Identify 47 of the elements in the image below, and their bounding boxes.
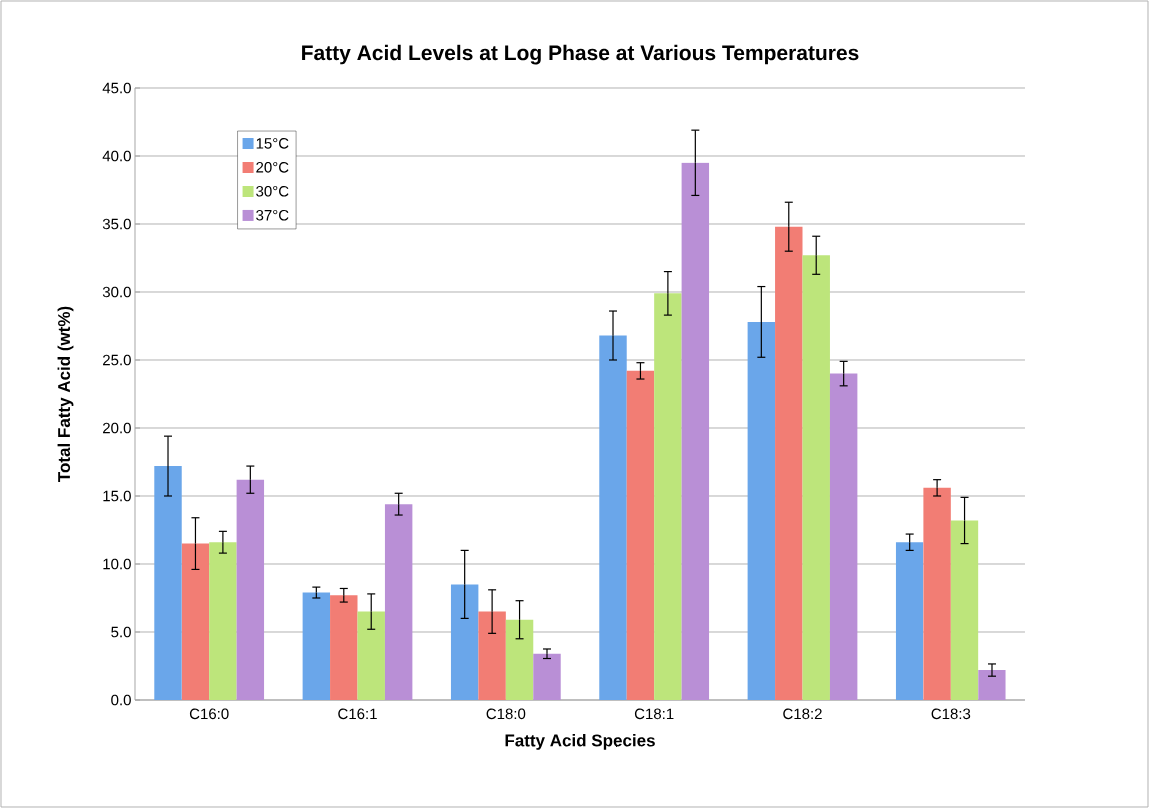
bar (154, 466, 182, 700)
bar (775, 226, 803, 700)
bar (330, 595, 358, 700)
bar (599, 335, 627, 700)
bar (626, 370, 655, 700)
y-tick-label: 0.0 (111, 694, 131, 706)
x-tick-label: C18:2 (783, 708, 822, 720)
legend-label: 30°C (256, 185, 289, 197)
bar (829, 373, 858, 700)
bar (384, 504, 413, 700)
bar (450, 584, 479, 700)
legend-label: 15°C (256, 138, 289, 149)
bar (357, 611, 385, 700)
bar (923, 487, 951, 700)
x-tick-label: C18:1 (634, 708, 674, 720)
y-tick-label: 5.0 (111, 626, 131, 638)
bar (236, 479, 265, 700)
bar (654, 293, 682, 700)
bar (302, 592, 331, 700)
y-tick-label: 20.0 (103, 422, 131, 434)
y-tick-label: 40.0 (102, 150, 131, 162)
y-tick-label: 35.0 (102, 218, 131, 230)
x-tick-label: C18:3 (931, 708, 971, 720)
bar (895, 542, 924, 700)
bar (533, 653, 561, 700)
bar (505, 619, 534, 700)
bar (978, 670, 1006, 700)
x-axis-title: Fatty Acid Species (505, 734, 655, 750)
bar (181, 543, 210, 700)
y-axis-title: Total Fatty Acid (wt%) (57, 306, 74, 482)
legend-label: 20°C (256, 162, 289, 173)
legend-label: 37°C (256, 209, 289, 221)
chart-title: Fatty Acid Levels at Log Phase at Various Temperatures (302, 44, 859, 65)
bar (802, 255, 830, 700)
y-tick-label: 30.0 (102, 286, 131, 298)
bar (950, 520, 979, 700)
x-tick-label: C16:1 (338, 708, 377, 720)
y-tick-label: 25.0 (103, 354, 131, 366)
bar (209, 542, 237, 700)
bar (747, 321, 776, 700)
x-tick-label: C16:0 (189, 708, 229, 720)
y-tick-label: 45.0 (102, 82, 131, 94)
x-tick-label: C18:0 (486, 708, 526, 720)
y-tick-label: 15.0 (103, 490, 131, 502)
bar (681, 162, 710, 700)
bar (478, 611, 506, 700)
y-tick-label: 10.0 (103, 558, 131, 570)
